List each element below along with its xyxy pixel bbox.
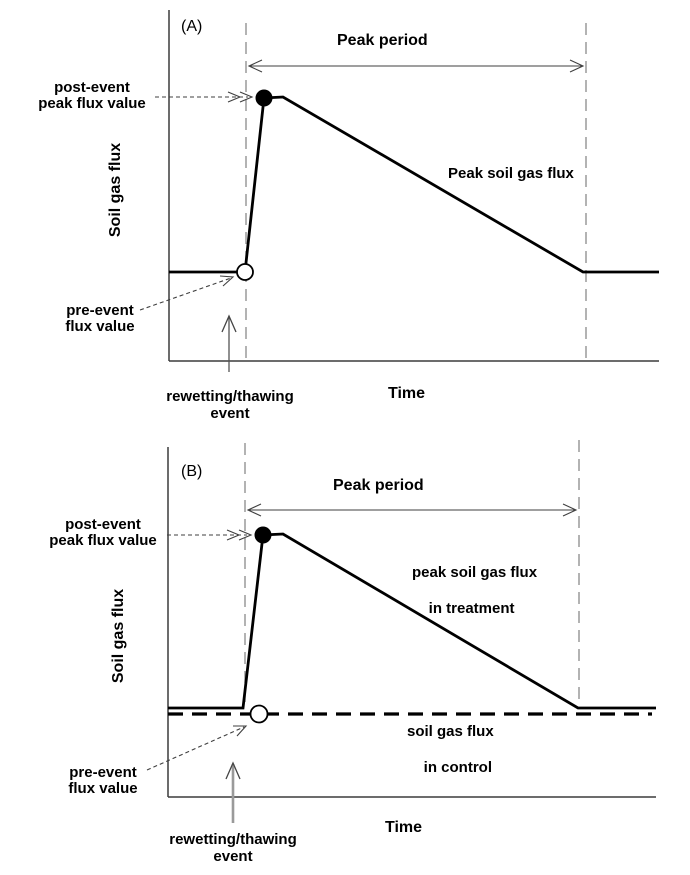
post-event-line2: peak flux value — [38, 95, 146, 112]
event-line1: rewetting/thawing — [166, 388, 294, 405]
panel-b-event-arrow — [225, 761, 241, 823]
panel-b-x-axis-label: Time — [385, 819, 423, 836]
panel-b-tag: (B) — [181, 463, 203, 480]
pre-event-line2: flux value — [65, 318, 135, 335]
panel-b-event-label: rewetting/thawing event — [153, 831, 313, 865]
control-line2: in control — [423, 759, 492, 776]
post-event-line1: post-event — [54, 79, 130, 96]
pre-event-dashed-line — [146, 726, 245, 771]
panel-b-peak-point — [254, 526, 272, 544]
post-event-line1: post-event — [65, 516, 141, 533]
control-line1: soil gas flux — [407, 723, 494, 740]
event-line2: event — [213, 848, 253, 865]
pre-event-line2: flux value — [68, 780, 138, 797]
panel-b-peak-period-arrow — [246, 503, 578, 517]
panel-b-post-event-pointer — [167, 529, 253, 541]
panel-a-y-axis-label: Soil gas flux — [107, 142, 124, 238]
panel-b-peak-period-label: Peak period — [333, 477, 424, 494]
panel-b-pre-event-label: pre-event flux value — [43, 765, 163, 797]
pre-event-dashed-line — [139, 277, 232, 311]
event-line2: event — [210, 405, 250, 422]
panel-b-post-event-label: post-event peak flux value — [38, 517, 168, 549]
panel-a-peak-period-label: Peak period — [337, 32, 428, 49]
panel-a-x-axis-label: Time — [388, 385, 426, 402]
panel-a-event-arrow — [221, 314, 237, 372]
arrowhead-right-icon — [238, 529, 253, 541]
panel-a-peak-period-arrow — [247, 59, 585, 73]
arrowhead-up-icon — [225, 761, 241, 780]
arrowhead-right-icon — [562, 503, 578, 517]
arrowhead-right-icon — [226, 529, 241, 541]
arrowhead-right-icon — [239, 91, 254, 103]
panel-a-tag: (A) — [181, 18, 203, 35]
arrowhead-up-right-icon — [219, 275, 235, 287]
arrowhead-right-icon — [227, 91, 242, 103]
panel-b-graphics — [146, 440, 656, 823]
panel-b-control-line-label: soil gas flux in control — [407, 723, 494, 795]
pre-event-line1: pre-event — [69, 764, 137, 781]
treatment-line2: in treatment — [428, 600, 515, 617]
panel-a-pre-event-label: pre-event flux value — [40, 303, 160, 335]
panel-a-event-label: rewetting/thawing event — [150, 388, 310, 422]
pre-event-line1: pre-event — [66, 302, 134, 319]
panel-b-treatment-flux-curve — [168, 532, 656, 710]
panel-a-graphics — [139, 10, 659, 372]
panel-b-treatment-curve-label: peak soil gas flux in treatment — [412, 564, 537, 636]
panel-a-pre-event-pointer — [139, 275, 235, 311]
arrowhead-left-icon — [246, 503, 262, 517]
arrowhead-up-right-icon — [233, 725, 248, 737]
arrowhead-right-icon — [569, 59, 585, 73]
arrowhead-left-icon — [247, 59, 263, 73]
panel-b-y-axis-label: Soil gas flux — [110, 588, 127, 684]
post-event-line2: peak flux value — [49, 532, 157, 549]
event-line1: rewetting/thawing — [169, 831, 297, 848]
panel-a-curve-label: Peak soil gas flux — [448, 165, 574, 182]
treatment-line1: peak soil gas flux — [412, 564, 538, 581]
panel-a-pre-event-point — [236, 263, 254, 281]
panel-a-post-event-pointer — [155, 91, 254, 103]
arrowhead-up-icon — [221, 314, 237, 333]
panel-b-pre-event-point — [249, 704, 269, 724]
panel-b-pre-event-pointer — [146, 725, 248, 771]
panel-a-flux-curve — [169, 95, 659, 274]
panel-a-post-event-label: post-event peak flux value — [27, 80, 157, 112]
panel-a-peak-point — [255, 89, 273, 107]
